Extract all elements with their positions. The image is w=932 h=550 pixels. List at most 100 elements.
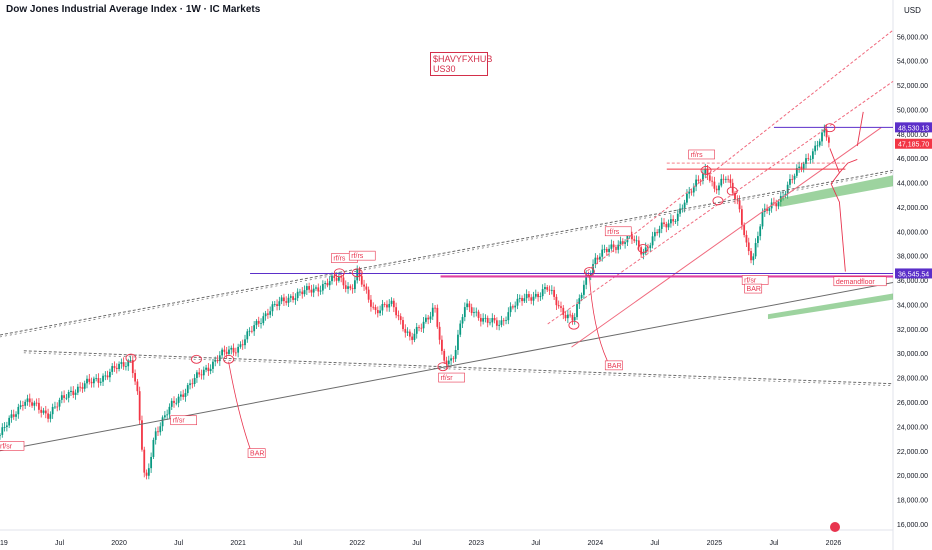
candle-body <box>580 294 583 299</box>
candle-body <box>683 202 686 208</box>
candle-body <box>19 405 22 407</box>
candle-body <box>434 307 436 309</box>
candle-body <box>692 186 695 193</box>
candle-body <box>198 372 201 375</box>
candle-body <box>766 208 768 211</box>
candle-body <box>695 179 697 187</box>
candle-body <box>495 320 498 326</box>
candle-body <box>518 297 521 299</box>
candle-body <box>633 239 636 241</box>
candle-body <box>47 413 49 419</box>
candle-body <box>26 398 29 402</box>
candle-body <box>239 344 242 347</box>
candle-body <box>225 351 228 354</box>
candle-body <box>818 141 821 146</box>
candle-body <box>610 244 613 249</box>
candle-body <box>54 406 56 408</box>
candle-body <box>351 288 354 290</box>
candle-body <box>802 163 805 169</box>
annotation-box <box>348 250 376 261</box>
candle-body <box>599 256 601 260</box>
candle-body <box>182 394 185 397</box>
candle-body <box>335 278 338 281</box>
demand-zone-lower <box>767 293 893 320</box>
candle-body <box>223 349 226 352</box>
candle-body <box>237 346 240 353</box>
price-tag-label: 36,545.54 <box>898 271 929 278</box>
x-tick-label: 2020 <box>111 540 127 547</box>
x-axis[interactable]: 2019 Jul 2020 Jul 2021 Jul 2022 Jul 2023 Jul 2024 J… <box>0 522 841 547</box>
candle-body <box>445 360 448 365</box>
candle-body <box>402 320 404 330</box>
candle-body <box>269 311 272 315</box>
bar-callout-2021 <box>228 361 251 449</box>
candle-body <box>244 339 246 346</box>
y-tick-label: 50,000.00 <box>897 107 928 114</box>
candle-body <box>816 145 819 147</box>
candle-body <box>775 203 778 207</box>
x-tick-label: Jul <box>412 540 421 547</box>
candle-body <box>216 360 219 362</box>
candle-body <box>690 191 693 193</box>
candle-body <box>99 381 102 383</box>
candle-body <box>729 179 732 183</box>
candle-body <box>349 286 352 289</box>
candle-body <box>253 325 256 332</box>
y-tick-label: 18,000.00 <box>897 498 928 505</box>
price-tag <box>895 122 932 133</box>
candle-body <box>74 392 77 395</box>
x-tick-label: 2022 <box>349 540 365 547</box>
candle-body <box>669 219 672 224</box>
candle-body <box>681 207 684 209</box>
y-tick-label: 16,000.00 <box>897 522 928 529</box>
annotation-label: rf/sr <box>173 418 186 425</box>
trendlines <box>0 29 894 452</box>
candle-body <box>209 368 212 372</box>
candle-body <box>97 378 100 383</box>
candle-body <box>704 168 707 174</box>
candle-body <box>757 236 759 243</box>
candle-body <box>205 367 207 370</box>
candle-body <box>750 251 752 261</box>
candle-body <box>461 317 464 324</box>
candle-body <box>663 222 665 225</box>
candle-body <box>395 307 398 316</box>
candle-body <box>624 242 626 244</box>
candle-body <box>76 386 79 393</box>
candle-body <box>44 410 47 414</box>
x-tick-label: 2024 <box>588 540 604 547</box>
annotation-label: rf/sr <box>0 443 13 450</box>
x-tick-label: Jul <box>531 540 540 547</box>
candle-body <box>502 320 505 322</box>
candle-body <box>548 289 551 291</box>
x-tick-label: Jul <box>55 540 64 547</box>
y-axis[interactable]: 16,000.00 18,000.00 20,000.00 22,000.00 24,0… <box>895 34 932 529</box>
x-tick-label: 2026 <box>826 540 842 547</box>
candle-body <box>528 294 530 298</box>
touch-circle <box>125 353 137 363</box>
candle-body <box>189 383 191 386</box>
candle-body <box>310 289 313 293</box>
candle-body <box>429 316 432 320</box>
price-tag-label: 48,530.13 <box>898 125 929 132</box>
candle-body <box>601 249 604 257</box>
candle-body <box>537 293 539 298</box>
candle-body <box>534 293 537 297</box>
candle-body <box>745 234 748 243</box>
candle-body <box>246 331 249 340</box>
annotation-box <box>0 441 25 451</box>
y-tick-label: 46,000.00 <box>897 156 928 163</box>
annotation-box <box>438 372 465 383</box>
candle-body <box>676 213 679 222</box>
candle-body <box>360 276 363 285</box>
candle-body <box>596 257 599 260</box>
candle-body <box>422 321 425 329</box>
currency-label: USD <box>904 6 921 15</box>
candle-body <box>129 360 132 361</box>
candle-body <box>651 236 654 246</box>
candle-body <box>17 406 20 415</box>
candle-body <box>312 288 315 293</box>
candle-body <box>38 402 40 410</box>
